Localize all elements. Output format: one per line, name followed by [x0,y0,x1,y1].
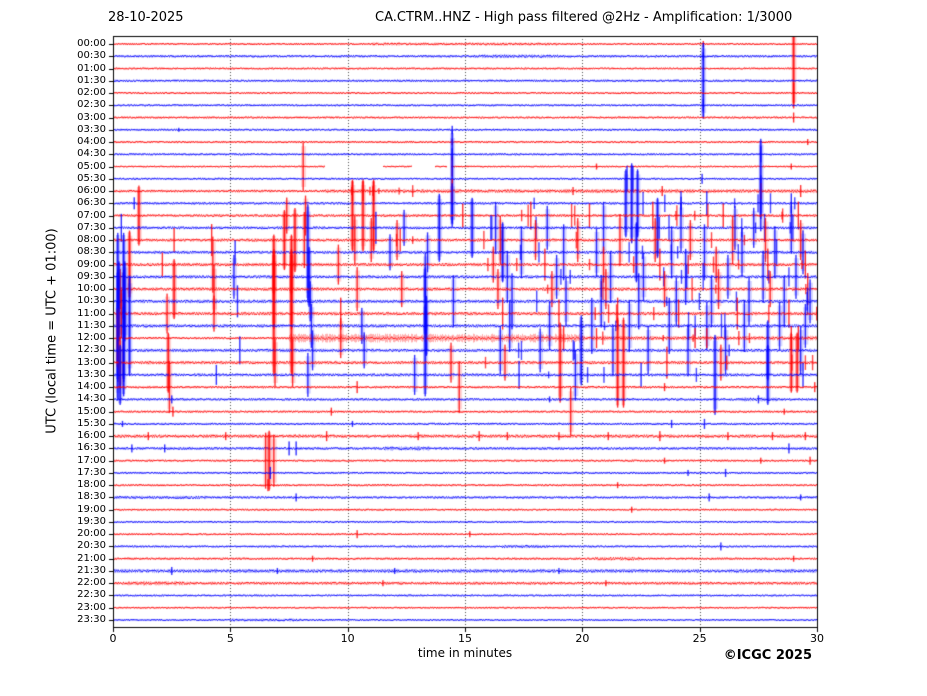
y-tick-label: 13:30 [77,368,106,380]
y-tick-label: 00:30 [77,50,106,62]
y-tick-label: 11:00 [77,307,106,319]
copyright-label: ©ICGC 2025 [723,648,812,663]
y-tick-label: 02:30 [77,99,106,111]
x-tick-label: 25 [692,632,707,645]
y-tick-label: 05:30 [77,172,106,184]
y-tick-label: 04:00 [77,136,106,148]
y-tick-label: 02:00 [77,87,106,99]
y-tick-label: 12:00 [77,332,106,344]
y-tick-label: 14:30 [77,393,106,405]
y-tick-label: 10:30 [77,295,106,307]
y-tick-label: 23:00 [77,601,106,613]
y-tick-label: 07:00 [77,209,106,221]
y-tick-label: 20:00 [77,528,106,540]
y-tick-label: 16:30 [77,442,106,454]
x-axis-title: time in minutes [417,646,513,660]
y-tick-label: 18:30 [77,491,106,503]
y-tick-label: 06:00 [77,185,106,197]
date-label: 28-10-2025 [108,10,184,25]
y-tick-label: 03:00 [77,111,106,123]
y-tick-label: 07:30 [77,221,106,233]
y-tick-label: 20:30 [77,540,106,552]
y-tick-label: 16:00 [77,430,106,442]
y-tick-label: 22:30 [77,589,106,601]
x-tick-label: 20 [575,632,590,645]
x-tick-label: 5 [226,632,234,645]
y-tick-label: 08:30 [77,246,106,258]
y-tick-label: 21:00 [77,552,106,564]
y-tick-label: 11:30 [77,319,106,331]
y-tick-label: 19:00 [77,503,106,515]
y-tick-label: 17:00 [77,454,106,466]
y-tick-label: 12:30 [77,344,106,356]
y-tick-label: 01:00 [77,62,106,74]
x-tick-label: 30 [810,632,824,645]
plot-title: CA.CTRM..HNZ - High pass filtered @2Hz -… [375,10,793,25]
y-tick-label: 23:30 [77,613,106,625]
y-tick-label: 04:30 [77,148,106,160]
x-tick-label: 10 [340,632,355,645]
y-tick-label: 03:30 [77,123,106,135]
y-tick-label: 18:00 [77,479,106,491]
y-tick-label: 22:00 [77,577,106,589]
y-tick-label: 06:30 [77,197,106,209]
y-tick-label: 05:00 [77,160,106,172]
y-tick-label: 21:30 [77,564,106,576]
y-tick-label: 14:00 [77,381,106,393]
y-tick-label: 09:30 [77,270,106,282]
y-tick-label: 09:00 [77,258,106,270]
y-axis-title: UTC (local time = UTC + 01:00) [44,228,60,434]
y-tick-label: 19:30 [77,515,106,527]
y-tick-label: 15:00 [77,405,106,417]
x-tick-label: 15 [458,632,472,645]
y-tick-label: 00:00 [77,38,106,49]
x-tick-label: 0 [109,632,117,645]
y-tick-label: 01:30 [77,74,106,86]
y-tick-label: 17:30 [77,466,106,478]
y-tick-label: 10:00 [77,283,106,295]
y-tick-label: 15:30 [77,417,106,429]
y-tick-label: 08:00 [77,234,106,246]
y-tick-label: 13:00 [77,356,106,368]
